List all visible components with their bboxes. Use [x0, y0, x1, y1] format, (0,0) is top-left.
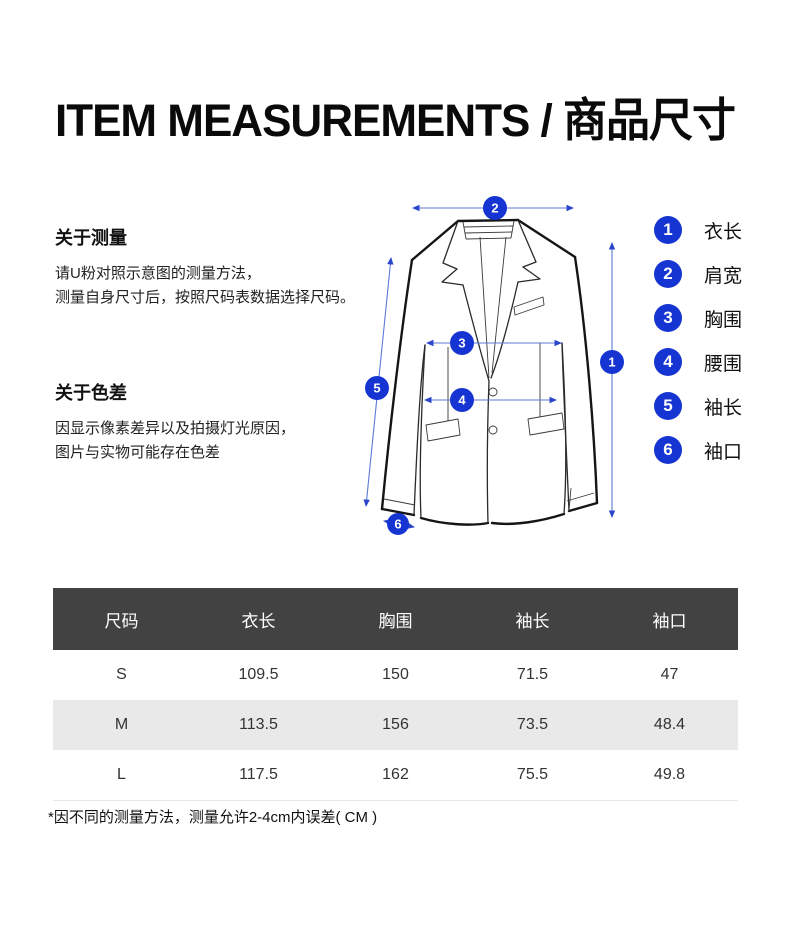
cell-l-length: 117.5: [239, 766, 278, 783]
marker-4: 4: [458, 393, 466, 408]
measurement-tolerance-note: *因不同的测量方法，测量允许2-4cm内误差( CM ): [48, 809, 378, 826]
legend-badge-3: 3: [654, 304, 682, 332]
measurement-legend: 1 衣长 2 肩宽 3 胸围 4 腰围 5 袖长 6 袖口: [654, 208, 742, 472]
col-header-sleeve: 袖长: [464, 588, 601, 650]
col-header-chest: 胸围: [327, 588, 464, 650]
legend-badge-5: 5: [654, 392, 682, 420]
legend-badge-4: 4: [654, 348, 682, 376]
col-header-cuff: 袖口: [601, 588, 738, 650]
cell-m-size: M: [114, 716, 129, 733]
legend-label-3: 胸围: [704, 309, 743, 331]
about-color-heading: 关于色差: [55, 383, 127, 403]
legend-item-chest: 3 胸围: [654, 296, 742, 340]
about-measurement-heading: 关于测量: [55, 228, 127, 248]
cell-l-chest: 162: [382, 766, 409, 783]
size-table: 尺码 衣长 胸围 袖长 袖口 S 109.5 150 71.5 47 M 113…: [53, 588, 738, 801]
cell-s-cuff: 47: [660, 666, 679, 683]
legend-label-6: 袖口: [704, 441, 743, 463]
cell-m-sleeve: 73.5: [516, 716, 549, 733]
about-measurement-text: 请U粉对照示意图的测量方法， 测量自身尺寸后，按照尺码表数据选择尺码。: [55, 265, 356, 306]
marker-3: 3: [458, 336, 465, 351]
cell-m-chest: 156: [382, 716, 409, 733]
table-row-l: L 117.5 162 75.5 49.8: [53, 750, 738, 801]
page-title: ITEM MEASUREMENTS / 商品尺寸: [54, 95, 736, 147]
cell-l-sleeve: 75.5: [516, 766, 549, 783]
legend-badge-6: 6: [654, 436, 682, 464]
cell-s-sleeve: 71.5: [516, 666, 549, 683]
legend-item-cuff: 6 袖口: [654, 428, 742, 472]
cell-m-cuff: 48.4: [653, 716, 686, 733]
legend-badge-2: 2: [654, 260, 682, 288]
cell-m-length: 113.5: [239, 716, 278, 733]
jacket-panels: [413, 219, 570, 524]
size-table-header-row: 尺码 衣长 胸围 袖长 袖口: [53, 588, 738, 650]
legend-item-sleeve: 5 袖长: [654, 384, 742, 428]
about-measurement-section: 关于测量 请U粉对照示意图的测量方法， 测量自身尺寸后，按照尺码表数据选择尺码。: [55, 224, 370, 310]
marker-1: 1: [608, 355, 615, 370]
legend-label-1: 衣长: [704, 221, 743, 243]
cell-s-chest: 150: [382, 666, 409, 683]
about-color-section: 关于色差 因显示像素差异以及拍摄灯光原因， 图片与实物可能存在色差: [55, 379, 370, 465]
col-header-size: 尺码: [53, 588, 190, 650]
table-row-m: M 113.5 156 73.5 48.4: [53, 700, 738, 750]
jacket-measurement-diagram: 2 1 3 4 5 6: [360, 185, 642, 552]
jacket-outline: [380, 218, 599, 526]
marker-5: 5: [373, 381, 380, 396]
legend-item-waist: 4 腰围: [654, 340, 742, 384]
cell-l-size: L: [117, 766, 126, 783]
legend-item-length: 1 衣长: [654, 208, 742, 252]
cell-s-size: S: [116, 666, 127, 683]
marker-6: 6: [394, 517, 401, 532]
cell-s-length: 109.5: [238, 666, 279, 683]
jacket-diagram-svg: 2 1 3 4 5 6: [363, 196, 624, 535]
legend-item-shoulder: 2 肩宽: [654, 252, 742, 296]
jacket-details: [383, 220, 595, 512]
legend-label-4: 腰围: [704, 353, 743, 375]
about-color-text: 因显示像素差异以及拍摄灯光原因， 图片与实物可能存在色差: [55, 420, 296, 461]
cell-l-cuff: 49.8: [653, 766, 686, 783]
marker-2: 2: [491, 201, 498, 216]
measurement-marker-badges: 2 1 3 4 5 6: [365, 196, 624, 535]
col-header-length: 衣长: [190, 588, 327, 650]
table-row-s: S 109.5 150 71.5 47: [53, 650, 738, 700]
legend-label-5: 袖长: [704, 397, 743, 419]
legend-label-2: 肩宽: [704, 265, 743, 287]
legend-badge-1: 1: [654, 216, 682, 244]
